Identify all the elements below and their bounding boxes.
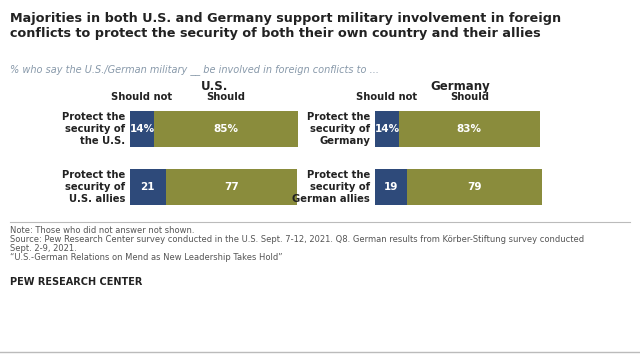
Text: “U.S.-German Relations on Mend as New Leadership Takes Hold”: “U.S.-German Relations on Mend as New Le… bbox=[10, 253, 282, 262]
Text: Source: Pew Research Center survey conducted in the U.S. Sept. 7-12, 2021. Q8. G: Source: Pew Research Center survey condu… bbox=[10, 235, 584, 244]
Text: 85%: 85% bbox=[214, 124, 239, 134]
Text: Should: Should bbox=[207, 92, 246, 102]
Bar bbox=[399, 111, 540, 147]
Bar bbox=[375, 169, 407, 205]
Text: 21: 21 bbox=[141, 182, 155, 192]
Text: Protect the
security of
German allies: Protect the security of German allies bbox=[292, 170, 370, 203]
Text: 79: 79 bbox=[467, 182, 482, 192]
Bar bbox=[154, 111, 298, 147]
Text: PEW RESEARCH CENTER: PEW RESEARCH CENTER bbox=[10, 277, 142, 287]
Text: 14%: 14% bbox=[129, 124, 154, 134]
Text: Should: Should bbox=[450, 92, 489, 102]
Text: Protect the
security of
Germany: Protect the security of Germany bbox=[307, 112, 370, 146]
Text: % who say the U.S./German military __ be involved in foreign conflicts to ...: % who say the U.S./German military __ be… bbox=[10, 64, 379, 75]
Text: Should not: Should not bbox=[111, 92, 172, 102]
Text: 83%: 83% bbox=[457, 124, 482, 134]
Text: U.S.: U.S. bbox=[202, 80, 228, 93]
Text: 77: 77 bbox=[224, 182, 239, 192]
Text: Note: Those who did not answer not shown.: Note: Those who did not answer not shown… bbox=[10, 226, 195, 235]
Text: Sept. 2-9, 2021.: Sept. 2-9, 2021. bbox=[10, 244, 77, 253]
Bar bbox=[130, 111, 154, 147]
Text: Majorities in both U.S. and Germany support military involvement in foreign
conf: Majorities in both U.S. and Germany supp… bbox=[10, 12, 561, 40]
Text: Protect the
security of
U.S. allies: Protect the security of U.S. allies bbox=[61, 170, 125, 203]
Bar bbox=[407, 169, 541, 205]
Bar bbox=[130, 169, 166, 205]
Bar bbox=[166, 169, 296, 205]
Text: Should not: Should not bbox=[356, 92, 417, 102]
Text: 14%: 14% bbox=[374, 124, 399, 134]
Text: Protect the
security of
the U.S.: Protect the security of the U.S. bbox=[61, 112, 125, 146]
Text: Germany: Germany bbox=[430, 80, 490, 93]
Text: 19: 19 bbox=[384, 182, 398, 192]
Bar bbox=[375, 111, 399, 147]
